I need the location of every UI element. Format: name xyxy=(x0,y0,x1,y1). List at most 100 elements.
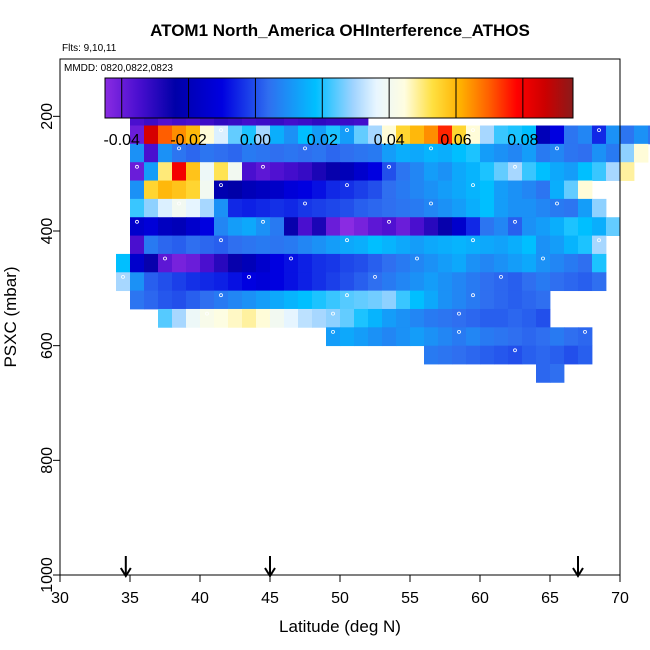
heatmap-cell xyxy=(242,235,257,255)
heatmap-cell xyxy=(340,253,355,273)
colorbar-tick-label: 0.02 xyxy=(307,132,338,149)
sample-point xyxy=(471,238,475,243)
heatmap-cell xyxy=(354,162,369,181)
heatmap-cell xyxy=(382,327,397,347)
heatmap-cell xyxy=(438,290,453,310)
heatmap-cell xyxy=(158,143,173,163)
heatmap-cell xyxy=(368,143,383,163)
heatmap-cell xyxy=(130,235,145,255)
heatmap-cell xyxy=(214,180,229,200)
heatmap-cell xyxy=(242,308,257,328)
heatmap-cell xyxy=(172,125,187,145)
heatmap-cell xyxy=(396,272,411,292)
heatmap-cell xyxy=(242,272,257,292)
heatmap-cell xyxy=(116,253,131,273)
heatmap-cell xyxy=(494,217,509,236)
heatmap-cell xyxy=(536,235,551,255)
heatmap-cell xyxy=(228,290,243,310)
heatmap-cell xyxy=(186,272,201,292)
heatmap-cell xyxy=(172,272,187,292)
heatmap-cell xyxy=(550,125,565,145)
heatmap-cell xyxy=(466,327,481,347)
heatmap-cell xyxy=(242,253,257,273)
heatmap-cell xyxy=(284,290,299,310)
heatmap-cell xyxy=(158,253,173,273)
heatmap-cell xyxy=(382,290,397,310)
heatmap-cell xyxy=(438,253,453,273)
heatmap-cell xyxy=(410,180,425,200)
heatmap-cell xyxy=(326,308,341,328)
heatmap-cell xyxy=(494,180,509,200)
heatmap-cell xyxy=(186,290,201,310)
heatmap-cell xyxy=(536,125,551,145)
heatmap-cell xyxy=(130,143,145,163)
heatmap-cell xyxy=(340,290,355,310)
heatmap-cell xyxy=(144,290,159,310)
heatmap-cell xyxy=(438,217,453,236)
heatmap-cell xyxy=(340,198,355,218)
heatmap-cell xyxy=(158,308,173,328)
x-tick-label: 35 xyxy=(121,590,139,607)
x-tick-label: 65 xyxy=(541,590,559,607)
y-axis: 200 400 600 800 1000 xyxy=(39,103,60,593)
heatmap-cell xyxy=(424,162,439,181)
heatmap-cell xyxy=(466,345,481,365)
heatmap-cell xyxy=(284,308,299,328)
heatmap-cell xyxy=(256,143,271,163)
heatmap-cell xyxy=(172,253,187,273)
heatmap-cell xyxy=(494,198,509,218)
heatmap-cell xyxy=(452,272,467,292)
heatmap-cell xyxy=(368,125,383,145)
heatmap-cell xyxy=(592,125,607,145)
sample-point xyxy=(583,329,587,334)
heatmap-cell xyxy=(536,308,551,328)
heatmap-cell xyxy=(396,143,411,163)
heatmap-cell xyxy=(172,308,187,328)
heatmap-cell xyxy=(438,308,453,328)
heatmap-cell xyxy=(158,235,173,255)
heatmap-cell xyxy=(480,125,495,145)
heatmap-cell xyxy=(270,198,285,218)
heatmap-cell xyxy=(382,198,397,218)
heatmap-cell xyxy=(340,180,355,200)
heatmap-cell xyxy=(354,290,369,310)
heatmap-cell xyxy=(186,162,201,181)
heatmap-cell xyxy=(424,217,439,236)
heatmap-cell xyxy=(620,143,635,163)
heatmap-cell xyxy=(396,253,411,273)
heatmap-cell xyxy=(242,217,257,236)
heatmap-cell xyxy=(494,125,509,145)
heatmap-cell xyxy=(550,217,565,236)
heatmap-cell xyxy=(172,217,187,236)
heatmap-cell xyxy=(424,345,439,365)
heatmap-cell xyxy=(550,272,565,292)
heatmap-cell xyxy=(368,235,383,255)
x-tick-label: 45 xyxy=(261,590,279,607)
heatmap-cell xyxy=(606,217,621,236)
sample-point xyxy=(135,219,139,224)
heatmap-cell xyxy=(452,345,467,365)
heatmap-cell xyxy=(214,253,229,273)
heatmap-cell xyxy=(410,125,425,145)
heatmap-cell xyxy=(130,272,145,292)
heatmap-cells xyxy=(116,107,650,383)
heatmap-cell xyxy=(480,162,495,181)
heatmap-cell xyxy=(522,198,537,218)
heatmap-cell xyxy=(298,272,313,292)
x-tick-label: 50 xyxy=(331,590,349,607)
heatmap-cell xyxy=(410,290,425,310)
heatmap-cell xyxy=(186,125,201,145)
heatmap-cell xyxy=(340,327,355,347)
sample-point xyxy=(303,201,307,206)
heatmap-cell xyxy=(284,180,299,200)
colorbar xyxy=(104,77,574,119)
heatmap-cell xyxy=(354,143,369,163)
heatmap-cell xyxy=(382,272,397,292)
heatmap-cell xyxy=(172,235,187,255)
heatmap-cell xyxy=(508,162,523,181)
heatmap-cell xyxy=(130,217,145,236)
heatmap-cell xyxy=(536,198,551,218)
heatmap-cell xyxy=(550,235,565,255)
heatmap-cell xyxy=(494,143,509,163)
heatmap-cell xyxy=(200,143,215,163)
